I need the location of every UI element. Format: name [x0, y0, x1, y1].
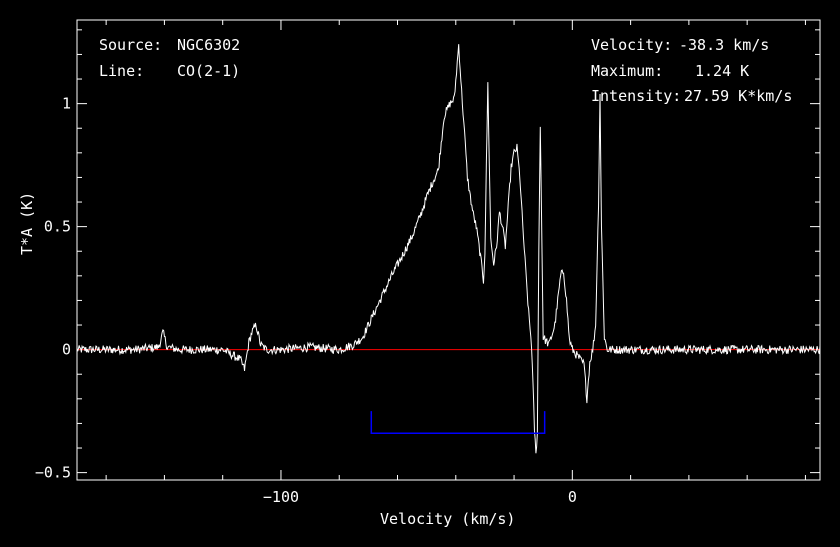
axis-ticks	[77, 20, 820, 480]
plot-frame	[76, 19, 821, 481]
line-value: CO(2-1)	[177, 62, 241, 80]
maximum-label: Maximum:	[591, 62, 664, 80]
y-tick-label: 1	[62, 95, 71, 113]
axis-tick-labels: −100 0 −0.5 0 0.5 1	[35, 95, 577, 506]
velocity-value: -38.3 km/s	[679, 36, 770, 54]
y-tick-label: 0	[62, 341, 71, 359]
source-label: Source:	[99, 36, 163, 54]
intensity-value: 27.59 K*km/s	[684, 87, 793, 105]
x-tick-label: 0	[568, 488, 577, 506]
integration-window-marker	[370, 411, 546, 435]
y-tick-label: 0.5	[44, 218, 71, 236]
velocity-label: Velocity:	[591, 36, 673, 54]
source-value: NGC6302	[177, 36, 241, 54]
intensity-label: Intensity:	[591, 87, 682, 105]
x-axis-label: Velocity (km/s)	[380, 510, 516, 528]
x-tick-label: −100	[263, 488, 299, 506]
y-tick-label: −0.5	[35, 464, 71, 482]
line-label: Line:	[99, 62, 145, 80]
y-axis-label: T*A (K)	[18, 191, 36, 255]
maximum-value: 1.24 K	[695, 62, 750, 80]
spectrum-line	[76, 44, 821, 454]
